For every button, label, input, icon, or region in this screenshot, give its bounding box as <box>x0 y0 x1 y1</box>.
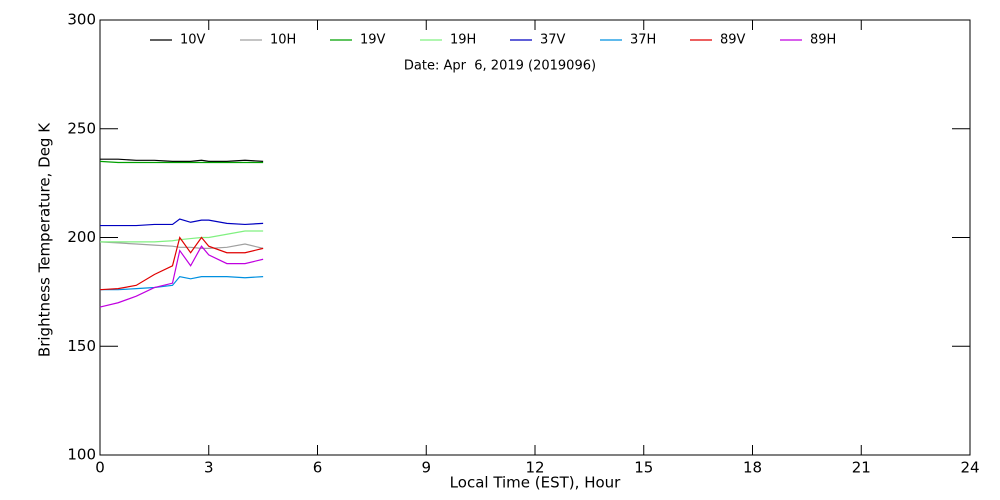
x-tick-label: 6 <box>313 459 323 477</box>
plot-frame <box>99 19 971 456</box>
y-tick-label: 250 <box>67 119 96 137</box>
legend-label: 89H <box>810 33 836 48</box>
y-tick-label: 150 <box>67 337 96 355</box>
legend-label: 89V <box>720 33 746 48</box>
x-tick-label: 24 <box>960 459 979 477</box>
x-tick-label: 12 <box>525 459 544 477</box>
series-line <box>100 158 264 162</box>
series-line <box>99 245 264 308</box>
x-tick-label: 9 <box>421 459 431 477</box>
series-line <box>99 160 264 164</box>
x-tick-label: 21 <box>852 459 871 477</box>
chart-subtitle: Date: Apr 6, 2019 (2019096) <box>404 59 596 74</box>
legend-label: 19V <box>360 33 386 48</box>
series-line <box>99 241 264 249</box>
y-tick-label: 100 <box>67 446 96 464</box>
legend-label: 19H <box>450 33 476 48</box>
x-tick-label: 18 <box>743 459 762 477</box>
series-line <box>100 275 264 291</box>
series-line <box>100 218 264 227</box>
y-tick-label: 200 <box>67 228 96 246</box>
series-line <box>100 230 264 243</box>
x-tick-label: 15 <box>634 459 653 477</box>
legend-label: 10H <box>270 33 296 48</box>
y-axis-label: Brightness Temperature, Deg K <box>36 122 54 357</box>
legend-label: 37V <box>540 33 566 48</box>
legend-label: 10V <box>180 33 206 48</box>
y-tick-label: 300 <box>67 11 96 29</box>
series-line <box>99 236 264 291</box>
legend-label: 37H <box>630 33 656 48</box>
x-tick-label: 3 <box>204 459 214 477</box>
x-tick-label: 0 <box>95 459 105 477</box>
x-axis-label: Local Time (EST), Hour <box>450 474 621 492</box>
